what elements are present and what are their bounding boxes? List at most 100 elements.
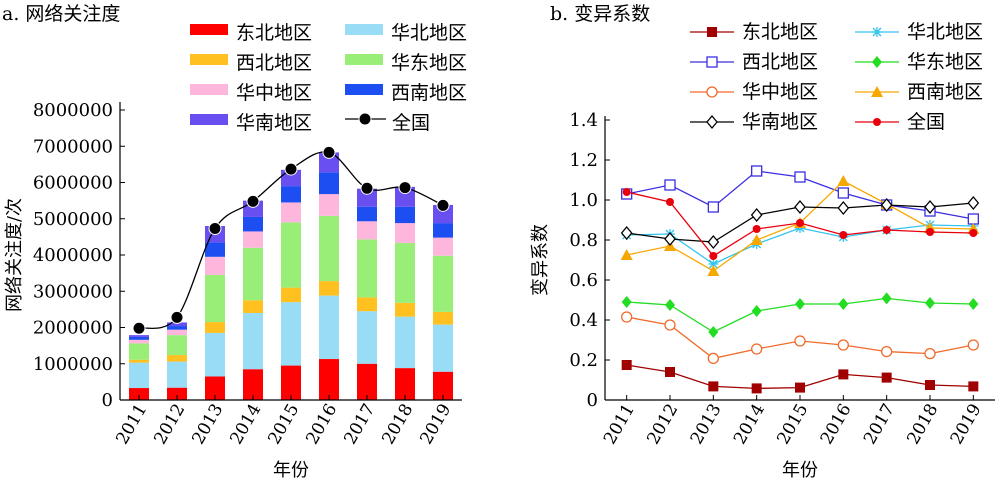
y-axis-label: 变异系数 — [530, 224, 551, 296]
bar-华南地区-2016 — [319, 152, 339, 173]
x-tick-label: 2015 — [773, 401, 812, 448]
y-tick-label: 6000000 — [33, 173, 113, 194]
bar-华南地区-2015 — [281, 169, 301, 187]
bar-西北地区-2012 — [167, 355, 187, 362]
legend-swatch-华北地区 — [345, 24, 383, 35]
legend-marker-华北地区 — [872, 27, 882, 37]
point-华中地区-2014 — [751, 343, 763, 355]
bar-华北地区-2016 — [319, 295, 339, 360]
bar-华北地区-2013 — [205, 332, 225, 377]
legend-marker-华东地区 — [872, 56, 882, 68]
legend-label-华南地区: 华南地区 — [236, 112, 312, 134]
y-tick-label: 0.2 — [569, 350, 598, 371]
bar-西北地区-2017 — [357, 297, 377, 312]
bar-东北地区-2019 — [433, 371, 453, 400]
point-西北地区-2015 — [794, 171, 806, 183]
x-tick-label: 2017 — [340, 401, 379, 448]
bar-西南地区-2012 — [167, 326, 187, 330]
point-东北地区-2018 — [925, 380, 935, 390]
y-tick-label: 7000000 — [33, 136, 113, 157]
bar-西北地区-2014 — [243, 300, 263, 313]
bar-华中地区-2019 — [433, 237, 453, 256]
y-tick-label: 0 — [587, 390, 598, 411]
point-全国-2012 — [666, 198, 674, 206]
point-national-2014 — [246, 194, 260, 208]
bar-东北地区-2018 — [395, 368, 415, 400]
legend-swatch-西北地区 — [190, 54, 228, 65]
chart-b-title: b. 变异系数 — [550, 3, 650, 25]
x-tick-label: 2011 — [112, 401, 151, 448]
point-西南地区-2013 — [707, 265, 720, 276]
point-华东地区-2014 — [751, 305, 762, 317]
x-tick-label: 2019 — [416, 401, 455, 448]
x-tick-label: 2013 — [188, 401, 227, 448]
point-华东地区-2015 — [795, 298, 805, 310]
point-西南地区-2016 — [837, 175, 850, 186]
bar-华南地区-2011 — [129, 335, 149, 337]
point-华中地区-2015 — [794, 335, 806, 347]
legend-label-华南地区: 华南地区 — [742, 111, 818, 133]
x-tick-label: 2012 — [150, 401, 189, 448]
y-tick-label: 0.6 — [569, 270, 598, 291]
x-tick-label: 2015 — [264, 401, 303, 448]
legend-swatch-西南地区 — [345, 84, 383, 95]
x-axis-label: 年份 — [273, 460, 309, 481]
bar-华北地区-2017 — [357, 311, 377, 364]
point-华北地区-2013 — [708, 259, 719, 269]
point-华南地区-2016 — [837, 200, 850, 216]
point-华东地区-2019 — [968, 298, 979, 310]
y-axis-label: 网络关注度/次 — [4, 198, 25, 312]
bar-西北地区-2015 — [281, 287, 301, 303]
legend-label-西南地区: 西南地区 — [907, 81, 983, 103]
legend-label-东北地区: 东北地区 — [236, 22, 312, 44]
point-华中地区-2016 — [837, 339, 849, 351]
legend-swatch-华中地区 — [190, 84, 228, 95]
bar-华北地区-2014 — [243, 313, 263, 370]
bar-华北地区-2015 — [281, 302, 301, 366]
bar-西南地区-2018 — [395, 206, 415, 224]
point-东北地区-2014 — [751, 383, 762, 394]
bar-华南地区-2017 — [357, 188, 377, 207]
point-西北地区-2016 — [837, 187, 849, 199]
y-tick-label: 2000000 — [33, 318, 113, 339]
point-华南地区-2019 — [967, 195, 980, 211]
bar-华北地区-2018 — [395, 316, 415, 369]
point-national-2015 — [284, 162, 298, 176]
point-东北地区-2012 — [665, 367, 675, 377]
y-tick-label: 3000000 — [33, 281, 113, 302]
point-华东地区-2016 — [838, 298, 849, 310]
legend-label-华中地区: 华中地区 — [236, 82, 312, 104]
y-tick-label: 8000000 — [33, 100, 113, 121]
bar-华中地区-2016 — [319, 194, 339, 216]
legend-marker-华中地区 — [706, 86, 718, 98]
series-lines — [620, 165, 980, 394]
y-tick-label: 1.2 — [569, 150, 598, 171]
bar-华东地区-2013 — [205, 274, 225, 323]
y-tick-label: 0 — [102, 390, 113, 411]
x-tick-label: 2014 — [730, 401, 769, 448]
legend-marker-全国 — [873, 118, 881, 126]
y-tick-label: 0.8 — [569, 230, 598, 251]
legend-label-华中地区: 华中地区 — [742, 81, 818, 103]
bar-华东地区-2012 — [167, 335, 187, 356]
bar-华南地区-2019 — [433, 204, 453, 224]
bar-华南地区-2018 — [395, 186, 415, 207]
point-华南地区-2013 — [707, 234, 720, 250]
point-华南地区-2017 — [880, 197, 893, 213]
legend-label-西北地区: 西北地区 — [236, 52, 312, 74]
legend-marker-华南地区 — [706, 114, 718, 130]
bar-东北地区-2014 — [243, 369, 263, 400]
bar-西南地区-2019 — [433, 223, 453, 238]
bar-华东地区-2018 — [395, 243, 415, 303]
legend-label-national: 全国 — [392, 112, 430, 134]
bar-华北地区-2011 — [129, 362, 149, 389]
bar-西北地区-2019 — [433, 311, 453, 325]
bar-华北地区-2012 — [167, 361, 187, 388]
point-华南地区-2014 — [750, 207, 763, 223]
bar-西南地区-2011 — [129, 336, 149, 340]
bar-华中地区-2015 — [281, 202, 301, 223]
bar-华中地区-2018 — [395, 223, 415, 244]
point-全国-2016 — [839, 231, 848, 239]
